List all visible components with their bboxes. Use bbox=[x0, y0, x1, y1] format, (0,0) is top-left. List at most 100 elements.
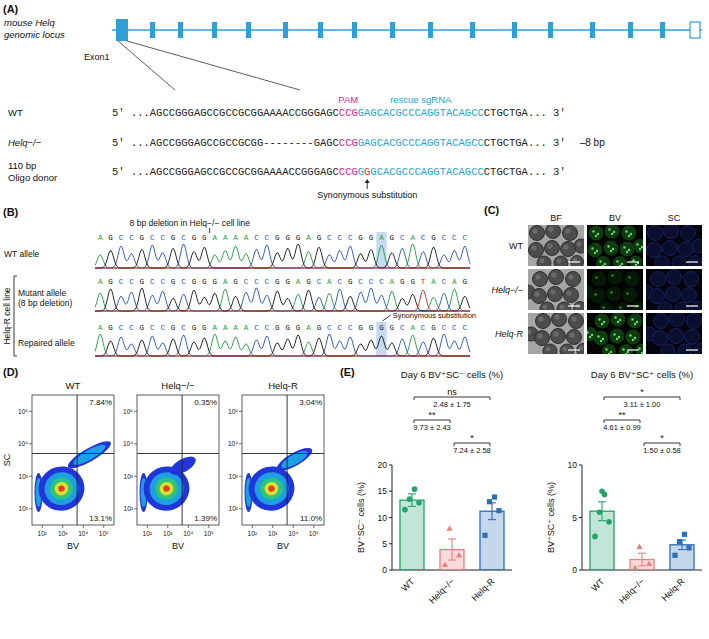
micrograph bbox=[528, 269, 584, 310]
oocyte bbox=[622, 226, 637, 241]
base: G bbox=[275, 234, 280, 242]
point bbox=[407, 496, 413, 502]
oocyte bbox=[529, 243, 544, 258]
base: G bbox=[285, 324, 290, 332]
base: G bbox=[192, 324, 197, 332]
tick-label: 15 bbox=[378, 486, 388, 496]
base: A bbox=[410, 324, 415, 332]
oocyte bbox=[536, 314, 551, 329]
point bbox=[677, 539, 682, 544]
oocyte bbox=[654, 314, 669, 329]
tick-label: 5 bbox=[382, 539, 387, 549]
bv-signal bbox=[626, 292, 628, 294]
bv-signal bbox=[643, 350, 644, 352]
density-plot bbox=[34, 437, 114, 516]
oocyte-spot bbox=[557, 259, 562, 264]
base: A bbox=[296, 278, 301, 286]
density-plot bbox=[244, 444, 316, 516]
bv-signal bbox=[623, 246, 625, 248]
bv-signal bbox=[614, 316, 616, 318]
oocyte-spot bbox=[560, 305, 565, 310]
base: A bbox=[213, 234, 218, 242]
bracket bbox=[604, 397, 605, 400]
tick bbox=[29, 476, 32, 477]
base: G bbox=[317, 324, 322, 332]
bv-signal bbox=[636, 243, 638, 245]
oocyte bbox=[569, 314, 584, 329]
oocyte-spot bbox=[553, 331, 558, 336]
oocyte bbox=[596, 256, 610, 266]
bar bbox=[400, 500, 424, 570]
base: C bbox=[358, 278, 363, 286]
bv-signal bbox=[599, 260, 601, 262]
oocyte bbox=[533, 272, 548, 287]
row-label: Helq−/− bbox=[491, 285, 523, 295]
category-label: Helq-R bbox=[660, 576, 687, 603]
base: C bbox=[379, 278, 384, 286]
page: {"panel_a":{"letter":"(A)","locus_label"… bbox=[0, 0, 709, 639]
oocyte bbox=[604, 241, 619, 256]
plot-bg bbox=[242, 395, 324, 525]
bv-signal bbox=[602, 338, 604, 340]
base: C bbox=[254, 324, 259, 332]
bv-signal bbox=[591, 334, 593, 336]
oocyte-spot bbox=[577, 242, 582, 247]
base: C bbox=[265, 234, 270, 242]
difference: 2.48 ± 1.75 bbox=[433, 400, 470, 409]
density bbox=[53, 480, 70, 496]
density bbox=[163, 485, 171, 493]
tick-label: 10³ bbox=[229, 473, 239, 480]
point bbox=[482, 533, 487, 538]
bv-signal bbox=[617, 321, 619, 323]
scale-bar bbox=[568, 261, 580, 262]
note: –8 bp bbox=[580, 137, 605, 148]
base: G bbox=[192, 278, 197, 286]
base: C bbox=[442, 234, 447, 242]
oocyte bbox=[650, 289, 665, 304]
bracket bbox=[14, 276, 15, 356]
point bbox=[442, 561, 448, 567]
oocyte bbox=[607, 287, 622, 302]
tick-label: 10⁵ bbox=[204, 530, 214, 537]
micrograph bbox=[646, 269, 702, 310]
tick bbox=[188, 525, 189, 528]
oocyte bbox=[537, 256, 551, 266]
base: C bbox=[129, 234, 134, 242]
trace bbox=[95, 268, 470, 269]
bracket bbox=[414, 397, 490, 398]
bv-signal bbox=[619, 306, 621, 308]
oocyte-spot bbox=[554, 314, 559, 319]
micrograph bbox=[587, 225, 643, 266]
bv-signal bbox=[635, 264, 637, 266]
row-label: Oligo donor bbox=[8, 172, 57, 183]
oocyte bbox=[577, 344, 585, 355]
sequence: GAGCACGCCCAGGTACAGCC bbox=[358, 107, 484, 119]
base: C bbox=[327, 324, 332, 332]
base: G bbox=[390, 234, 395, 242]
plot-title: Helq-R bbox=[268, 380, 298, 391]
base: G bbox=[369, 234, 374, 242]
difference: 7.24 ± 2.58 bbox=[453, 446, 490, 455]
bv-signal bbox=[631, 318, 633, 320]
quadrant-value: 0.35% bbox=[194, 398, 217, 407]
scale-bar bbox=[627, 349, 639, 350]
gate-line bbox=[32, 453, 114, 454]
bv-signal bbox=[619, 319, 621, 321]
oocyte-spot bbox=[571, 316, 576, 321]
oocyte bbox=[684, 272, 699, 287]
bv-signal bbox=[636, 321, 638, 323]
oocyte-spot bbox=[535, 274, 540, 279]
base: A bbox=[213, 324, 218, 332]
tick bbox=[239, 476, 242, 477]
base: A bbox=[233, 324, 238, 332]
bv-signal bbox=[634, 323, 636, 325]
tick bbox=[389, 491, 392, 492]
sequence: CTGCTGA... 3' bbox=[484, 166, 566, 178]
bv-signal bbox=[596, 250, 598, 252]
tick-label: 0 bbox=[572, 565, 577, 575]
oocyte bbox=[611, 313, 626, 327]
base: C bbox=[181, 278, 186, 286]
exon bbox=[470, 22, 475, 38]
plot-title: Helq−/− bbox=[161, 380, 195, 391]
scale-bar bbox=[627, 305, 639, 306]
